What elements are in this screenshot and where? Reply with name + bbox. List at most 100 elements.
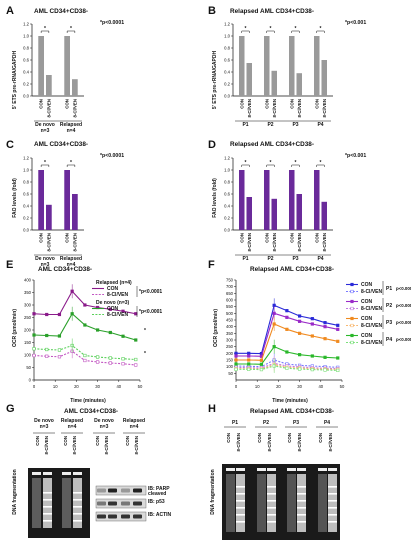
y-tick-label: 0.8: [224, 180, 230, 185]
significance-star: *: [245, 26, 247, 32]
panel-h-ylabel: DNA fragmentation: [210, 469, 216, 514]
category-label: P2: [267, 256, 273, 262]
y-tick-label: 0: [29, 378, 32, 383]
ladder-band: [328, 521, 337, 523]
series-line: [236, 312, 338, 357]
data-point: [121, 362, 125, 366]
blot-band: [108, 514, 117, 519]
bar: [246, 63, 252, 96]
lane-label: CON: [63, 436, 68, 446]
legend-label: 8-Cl/VEN: [107, 312, 129, 318]
legend-marker: [350, 323, 354, 328]
category-label: n=3: [41, 128, 50, 134]
gel-group-label: P1: [232, 420, 238, 426]
bar-label: 8-Cl/VEN: [46, 233, 51, 252]
gel-well-band: [287, 468, 296, 471]
data-point: [32, 353, 36, 358]
x-tick-label: 50: [340, 384, 345, 389]
significance-star: *: [295, 26, 297, 32]
data-point: [134, 363, 138, 367]
panel-e-title: AML CD34+CD38-: [38, 266, 92, 273]
bar: [38, 170, 44, 230]
bar: [296, 194, 302, 230]
data-point: [336, 368, 340, 373]
x-tick-label: 30: [297, 384, 302, 389]
gel-lane-smear: [32, 478, 41, 528]
gel-lane-smear: [328, 474, 337, 532]
panel-letter-b: B: [208, 5, 216, 17]
bar: [321, 201, 327, 230]
ladder-band: [267, 493, 276, 495]
data-point: [83, 353, 87, 358]
category-label: n=4: [67, 128, 76, 134]
blot-label: cleaved: [148, 491, 166, 497]
legend-marker: [350, 289, 354, 294]
blot-label: IB: ACTIN: [148, 512, 172, 518]
y-tick-label: 200: [226, 351, 234, 356]
data-point: [45, 347, 49, 352]
bar-label: CON: [239, 233, 244, 243]
y-tick-label: 400: [24, 278, 32, 283]
panel-letter-h: H: [208, 403, 216, 415]
series-line: [33, 344, 136, 361]
ladder-band: [297, 514, 306, 516]
bar-label: CON: [39, 99, 44, 109]
y-tick-label: 0.2: [23, 82, 29, 87]
significance-bracket: [266, 30, 275, 33]
significance-bracket: [316, 164, 325, 167]
bar-label: CON: [65, 233, 70, 243]
legend-marker: [350, 299, 354, 304]
panel-f-ylabel: OCR (pmol/min): [213, 309, 219, 347]
data-point: [234, 358, 238, 362]
legend-label: 8-Cl/VEN: [361, 323, 383, 329]
lane-label: CON: [125, 436, 130, 446]
x-tick-label: 10: [255, 384, 260, 389]
data-point: [297, 331, 302, 335]
lane-label: CON: [226, 433, 231, 443]
panel-f-title: Relapsed AML CD34+CD38-: [250, 266, 334, 273]
y-tick-label: 0.0: [23, 228, 29, 233]
gel-well-band: [43, 472, 52, 475]
ladder-band: [43, 513, 52, 515]
data-point: [285, 350, 289, 354]
bar-label: 8-Cl/VEN: [72, 233, 77, 252]
data-point: [336, 339, 340, 343]
ladder-band: [73, 492, 82, 494]
y-tick-label: 100: [24, 353, 32, 358]
data-point: [297, 353, 302, 357]
lane-label: 8-Cl/VEN: [267, 433, 272, 452]
gel-lane-smear: [287, 474, 296, 532]
y-tick-label: 1.2: [23, 156, 29, 161]
data-point: [323, 325, 327, 329]
panel-letter-a: A: [6, 5, 14, 17]
data-point: [310, 322, 314, 326]
legend-group: P3: [386, 320, 392, 326]
significance-star: *: [320, 160, 322, 166]
bar: [72, 79, 78, 96]
gel-group-label: n=4: [68, 424, 77, 430]
bar: [289, 36, 295, 96]
x-tick-label: 0: [235, 384, 238, 389]
gel-h: P1 CON 8-Cl/VEN P2 CON 8-Cl/VEN P3 CON 8-Cl/VEN P…: [222, 420, 340, 540]
bar-label: 8-Cl/VEN: [272, 99, 277, 118]
category-label: n=4: [67, 262, 76, 268]
data-point: [234, 362, 238, 366]
data-point: [134, 357, 138, 362]
significance-star: *: [270, 26, 272, 32]
legend-label: 8-Cl/VEN: [361, 306, 383, 312]
legend-marker: [350, 333, 354, 338]
category-label: Relapsed: [60, 122, 82, 128]
ladder-band: [297, 500, 306, 502]
bar-label: CON: [65, 99, 70, 109]
ladder-band: [236, 500, 245, 502]
gel-group-label: Relapsed: [61, 418, 83, 424]
gel-group-label: P3: [293, 420, 299, 426]
data-point: [285, 327, 289, 331]
panel-e-xlabel: Time (minutes): [70, 398, 106, 404]
legend-group: P2: [386, 303, 392, 309]
panel-letter-g: G: [6, 403, 15, 415]
gel-lane-smear: [318, 474, 327, 532]
